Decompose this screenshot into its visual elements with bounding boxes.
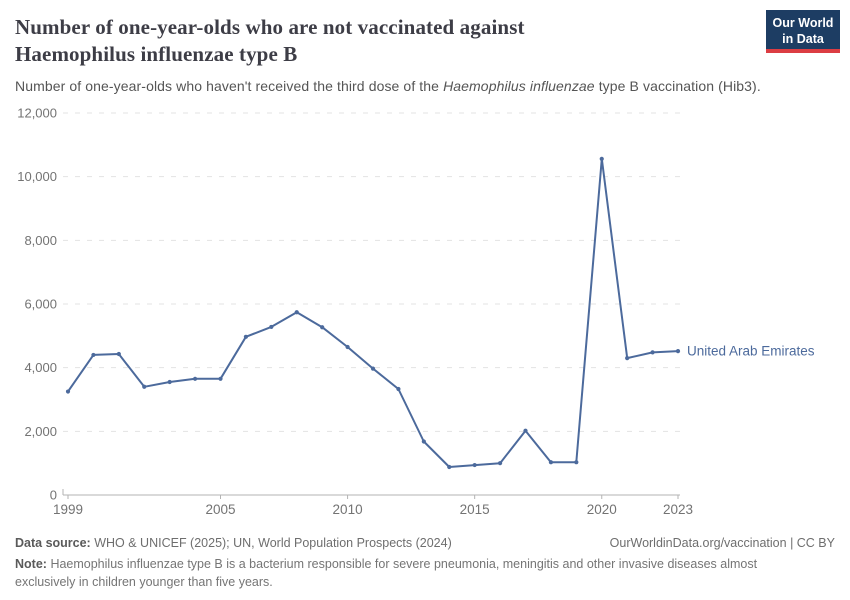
data-point <box>320 325 325 330</box>
y-tick-label: 10,000 <box>17 169 57 184</box>
data-point <box>91 352 96 358</box>
data-source-text: WHO & UNICEF (2025); UN, World Populatio… <box>94 536 452 550</box>
data-point <box>497 461 503 466</box>
data-point <box>574 460 579 465</box>
data-point <box>294 310 299 315</box>
data-point <box>421 439 426 444</box>
data-point <box>142 384 147 389</box>
note-text: Haemophilus influenzae type B is a bacte… <box>15 557 758 589</box>
owid-logo-line2: in Data <box>782 32 824 46</box>
data-point <box>548 460 554 465</box>
series-line <box>67 157 679 468</box>
data-point <box>472 462 477 468</box>
y-tick-label: 4,000 <box>24 360 57 375</box>
y-tick-label: 0 <box>50 488 57 503</box>
owid-logo-line1: Our World <box>772 16 834 30</box>
data-point <box>675 349 681 354</box>
data-point <box>523 428 528 433</box>
x-tick-label: 2015 <box>460 502 490 517</box>
subtitle-text-end: type B vaccination (Hib3). <box>594 78 761 94</box>
x-tick-label: 1999 <box>53 502 83 517</box>
data-point <box>269 324 274 330</box>
y-tick-label: 6,000 <box>24 297 57 312</box>
chart-title: Number of one-year-olds who are not vacc… <box>15 15 525 67</box>
data-point <box>447 464 452 470</box>
y-tick-label: 8,000 <box>24 233 57 248</box>
data-point <box>243 334 249 339</box>
line-chart: 0 2,000 4,000 6,000 8,000 10,000 12,000 1999 200… <box>17 106 815 518</box>
data-point <box>192 376 198 381</box>
x-tick-label: 2023 <box>663 502 693 517</box>
owid-logo[interactable]: Our World in Data <box>766 10 840 53</box>
chart-subtitle: Number of one-year-olds who haven't rece… <box>15 78 835 94</box>
data-point <box>116 351 121 357</box>
data-point <box>599 156 604 161</box>
data-point <box>218 376 223 381</box>
footer-citation-link[interactable]: OurWorldinData.org/vaccination | CC BY <box>609 536 835 550</box>
x-tick-label: 2005 <box>205 502 235 517</box>
data-point <box>396 386 401 392</box>
data-point <box>65 389 71 394</box>
data-point <box>167 379 172 385</box>
data-point <box>370 366 376 371</box>
chart-note: Note: Haemophilus influenzae type B is a… <box>15 556 795 592</box>
data-point <box>650 350 655 355</box>
x-tick-label: 2020 <box>587 502 617 517</box>
data-point <box>345 344 350 350</box>
y-tick-label: 2,000 <box>24 424 57 439</box>
data-point <box>625 356 630 361</box>
subtitle-text: Number of one-year-olds who haven't rece… <box>15 78 444 94</box>
chart-footer: Data source: WHO & UNICEF (2025); UN, Wo… <box>15 536 835 592</box>
note-label: Note: <box>15 557 47 571</box>
series-end-label: United Arab Emirates <box>687 344 815 359</box>
data-source: Data source: WHO & UNICEF (2025); UN, Wo… <box>15 536 452 550</box>
y-tick-label: 12,000 <box>17 106 57 121</box>
x-tick-label: 2010 <box>333 502 363 517</box>
subtitle-species-italic: Haemophilus influenzae <box>443 78 595 94</box>
data-source-label: Data source: <box>15 536 91 550</box>
